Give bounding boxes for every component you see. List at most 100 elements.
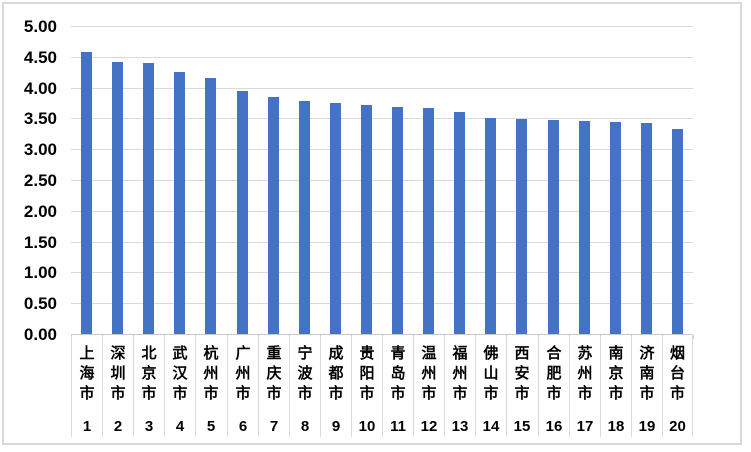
bar-深圳市 xyxy=(112,62,123,334)
city-name-label: 南京市 xyxy=(608,345,624,402)
y-axis-tick-label: 2.00 xyxy=(23,202,57,221)
bar-武汉市 xyxy=(174,72,185,334)
x-axis-line xyxy=(71,334,693,335)
x-axis-category-cell: 深圳市 2 xyxy=(102,336,133,437)
rank-label: 1 xyxy=(82,418,92,435)
x-axis-tickmark xyxy=(693,335,694,339)
bar-上海市 xyxy=(81,52,92,334)
rank-label: 5 xyxy=(206,418,216,435)
city-name-label: 合肥市 xyxy=(546,345,562,402)
gridline xyxy=(71,88,693,89)
rank-label: 9 xyxy=(331,418,341,435)
bar-福州市 xyxy=(454,112,465,334)
gridline xyxy=(71,180,693,181)
x-axis-category-cell: 广州市 6 xyxy=(227,336,258,437)
rank-label: 2 xyxy=(113,418,123,435)
rank-label: 18 xyxy=(607,418,625,435)
bar-苏州市 xyxy=(579,121,590,334)
y-axis-tick-label: 0.50 xyxy=(23,294,57,313)
city-name-label: 西安市 xyxy=(514,345,530,402)
city-name-label: 宁波市 xyxy=(297,345,313,402)
rank-label: 7 xyxy=(269,418,279,435)
y-axis-tick-label: 2.50 xyxy=(23,171,57,190)
bar-宁波市 xyxy=(299,101,310,334)
x-axis-category-cell: 上海市 1 xyxy=(71,336,102,437)
x-axis-category-cell: 重庆市 7 xyxy=(258,336,289,437)
bar-温州市 xyxy=(423,108,434,334)
bar-北京市 xyxy=(143,63,154,334)
rank-label: 17 xyxy=(576,418,594,435)
gridline xyxy=(71,149,693,150)
gridline xyxy=(71,242,693,243)
rank-label: 20 xyxy=(669,418,686,435)
rank-label: 8 xyxy=(300,418,310,435)
y-axis-tick-label: 1.50 xyxy=(23,233,57,252)
gridline xyxy=(71,26,693,27)
bar-青岛市 xyxy=(392,107,403,334)
y-axis-tick-label: 4.50 xyxy=(23,48,57,67)
x-axis-category-cell: 北京市 3 xyxy=(133,336,164,437)
x-axis-category-cell: 杭州市 5 xyxy=(195,336,226,437)
bar-烟台市 xyxy=(672,129,683,334)
x-axis-category-cell: 宁波市 8 xyxy=(289,336,320,437)
bar-济南市 xyxy=(641,123,652,334)
rank-label: 14 xyxy=(482,418,500,435)
city-name-label: 贵阳市 xyxy=(359,345,375,402)
y-axis-tick-label: 1.00 xyxy=(23,263,57,282)
y-axis-tick-label: 4.00 xyxy=(23,79,57,98)
bar-南京市 xyxy=(610,122,621,334)
x-axis-category-cell: 成都市 9 xyxy=(320,336,351,437)
rank-label: 3 xyxy=(144,418,154,435)
rank-label: 6 xyxy=(238,418,248,435)
x-axis-category-cell: 贵阳市 10 xyxy=(351,336,382,437)
rank-label: 13 xyxy=(451,418,469,435)
bar-成都市 xyxy=(330,103,341,334)
x-axis-category-cell: 佛山市 14 xyxy=(475,336,506,437)
city-name-label: 杭州市 xyxy=(203,345,219,402)
city-name-label: 广州市 xyxy=(235,345,251,402)
city-name-label: 济南市 xyxy=(639,345,655,402)
x-axis-category-cell: 济南市 19 xyxy=(631,336,662,437)
city-name-label: 北京市 xyxy=(141,345,157,402)
bar-佛山市 xyxy=(485,118,496,334)
y-axis-tick-label: 0.00 xyxy=(23,325,57,344)
city-name-label: 上海市 xyxy=(79,345,95,402)
gridline xyxy=(71,57,693,58)
rank-label: 12 xyxy=(420,418,438,435)
x-axis-category-cell: 合肥市 16 xyxy=(538,336,569,437)
rank-label: 10 xyxy=(358,418,376,435)
gridline xyxy=(71,211,693,212)
x-axis-category-cell: 烟台市 20 xyxy=(662,336,693,437)
city-name-label: 烟台市 xyxy=(669,345,685,402)
city-name-label: 成都市 xyxy=(328,345,344,402)
gridline xyxy=(71,303,693,304)
x-axis-category-cell: 武汉市 4 xyxy=(164,336,195,437)
gridline xyxy=(71,272,693,273)
gridline xyxy=(71,118,693,119)
rank-label: 15 xyxy=(513,418,531,435)
bar-重庆市 xyxy=(268,97,279,334)
city-name-label: 苏州市 xyxy=(577,345,593,402)
city-name-label: 温州市 xyxy=(421,345,437,402)
bar-贵阳市 xyxy=(361,105,372,334)
bar-西安市 xyxy=(516,119,527,334)
x-axis-category-cell: 温州市 12 xyxy=(413,336,444,437)
x-axis-category-cell: 福州市 13 xyxy=(444,336,475,437)
city-name-label: 重庆市 xyxy=(266,345,282,402)
bar-杭州市 xyxy=(205,78,216,334)
x-axis-category-cell: 南京市 18 xyxy=(600,336,631,437)
city-name-label: 青岛市 xyxy=(390,345,406,402)
city-name-label: 深圳市 xyxy=(110,345,126,402)
bar-广州市 xyxy=(237,91,248,334)
bar-合肥市 xyxy=(548,120,559,334)
city-name-label: 武汉市 xyxy=(172,345,188,402)
rank-label: 11 xyxy=(390,418,406,435)
x-axis-category-cell: 苏州市 17 xyxy=(569,336,600,437)
x-axis-category-cell: 青岛市 11 xyxy=(382,336,413,437)
rank-label: 4 xyxy=(175,418,185,435)
city-name-label: 福州市 xyxy=(452,345,468,402)
y-axis-tick-label: 5.00 xyxy=(23,17,57,36)
y-axis-tick-label: 3.50 xyxy=(23,109,57,128)
x-axis-category-cell: 西安市 15 xyxy=(506,336,537,437)
